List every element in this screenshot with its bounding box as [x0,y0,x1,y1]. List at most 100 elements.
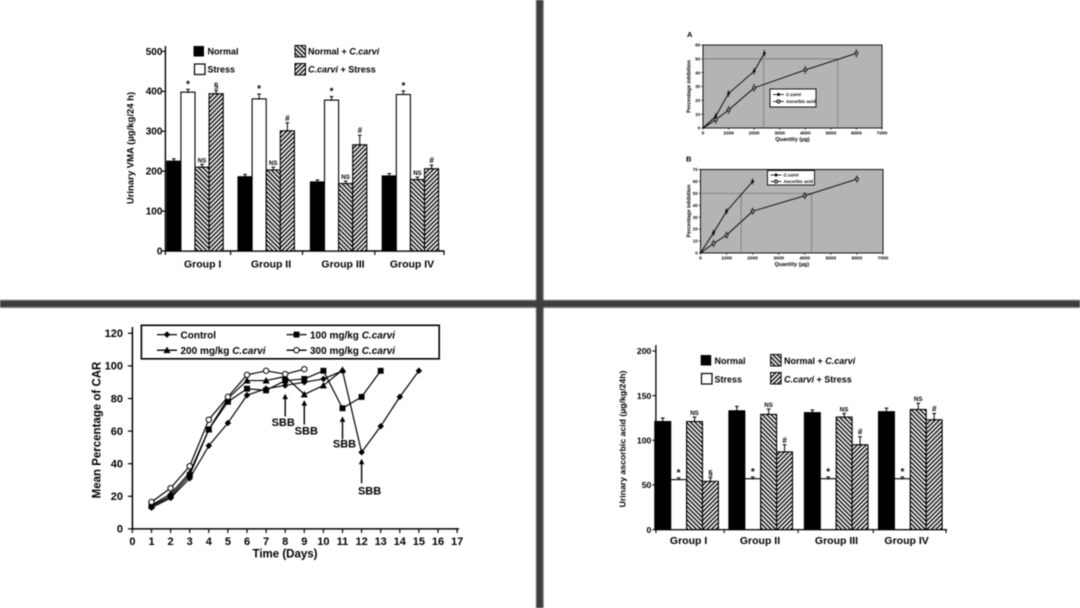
svg-text:2000: 2000 [747,255,758,261]
svg-text:0: 0 [702,130,705,136]
svg-text:Group IV: Group IV [884,535,928,547]
svg-text:10: 10 [693,239,698,244]
svg-text:80: 80 [111,393,123,405]
svg-text:#: # [285,114,290,123]
svg-text:1000: 1000 [721,255,732,261]
svg-text:#: # [932,405,937,414]
svg-text:300 mg/kg C.carvi: 300 mg/kg C.carvi [310,346,395,357]
svg-text:*: * [900,467,904,478]
svg-text:6: 6 [244,536,250,548]
svg-text:Group I: Group I [184,259,221,271]
svg-text:17: 17 [451,536,463,548]
svg-text:15: 15 [413,536,425,548]
svg-text:500: 500 [146,47,163,58]
svg-text:120: 120 [105,328,123,340]
svg-text:C.carvi: C.carvi [786,92,802,97]
svg-text:Group II: Group II [251,259,291,271]
svg-text:70: 70 [693,167,698,172]
svg-text:14: 14 [394,536,407,548]
svg-text:Group I: Group I [670,535,707,547]
svg-text:Normal + C.carvi: Normal + C.carvi [784,356,856,366]
svg-text:0: 0 [695,251,698,256]
svg-text:8: 8 [282,536,288,548]
svg-text:2000: 2000 [749,130,760,136]
svg-text:60: 60 [693,179,698,184]
svg-text:*: * [330,87,334,98]
svg-text:60: 60 [695,43,700,48]
svg-text:SBB: SBB [333,438,356,450]
svg-text:*: * [751,467,755,478]
svg-text:Control: Control [181,330,217,341]
svg-text:0: 0 [698,126,701,131]
svg-text:0: 0 [129,536,135,548]
svg-text:5000: 5000 [826,255,837,261]
svg-text:1: 1 [148,536,154,548]
svg-text:Group III: Group III [321,259,364,271]
svg-text:20: 20 [693,227,698,232]
svg-text:*: * [257,84,261,95]
svg-text:200: 200 [637,346,652,356]
svg-text:150: 150 [637,391,652,401]
svg-text:*: * [186,79,190,90]
svg-text:Time (Days): Time (Days) [253,549,318,561]
svg-text:NS: NS [914,396,923,403]
svg-text:6000: 6000 [852,255,863,261]
svg-text:§: § [708,469,713,478]
svg-text:100: 100 [146,207,163,218]
svg-text:30: 30 [693,215,698,220]
svg-text:3000: 3000 [774,130,785,136]
svg-text:NS: NS [764,402,773,409]
svg-text:SBB: SBB [295,425,318,437]
svg-text:NS: NS [690,410,699,417]
svg-text:100: 100 [105,361,123,373]
svg-text:200 mg/kg C.carvi: 200 mg/kg C.carvi [181,346,266,357]
svg-text:1000: 1000 [723,130,734,136]
svg-text:40: 40 [111,459,123,471]
svg-text:C.carvi + Stress: C.carvi + Stress [308,65,376,75]
svg-text:Group II: Group II [740,535,780,547]
svg-text:NS: NS [840,407,849,414]
svg-text:12: 12 [355,536,367,548]
svg-text:Stress: Stress [715,374,743,384]
svg-text:7000: 7000 [878,255,889,261]
svg-text:10: 10 [317,536,329,548]
svg-text:400: 400 [146,87,163,98]
svg-text:0: 0 [699,255,702,261]
svg-text:Ascorbic acid: Ascorbic acid [784,179,814,184]
svg-text:SBB: SBB [358,486,381,498]
svg-text:9: 9 [301,536,307,548]
svg-text:10: 10 [695,112,700,117]
svg-text:0: 0 [117,524,123,536]
svg-text:NS: NS [341,174,350,181]
svg-text:B: B [686,155,692,164]
svg-text:#: # [429,156,434,165]
svg-text:5: 5 [225,536,231,548]
svg-text:Mean Percentage of CAR: Mean Percentage of CAR [92,361,104,498]
svg-text:*: * [401,81,405,92]
svg-text:Normal + C.carvi: Normal + C.carvi [308,47,380,57]
svg-text:#: # [858,428,863,437]
svg-text:13: 13 [375,536,387,548]
svg-text:0: 0 [647,525,652,535]
svg-text:4000: 4000 [799,255,810,261]
svg-text:50: 50 [642,480,652,490]
svg-text:20: 20 [111,491,123,503]
svg-text:Ascorbic acid: Ascorbic acid [786,99,816,104]
svg-text:SBB: SBB [272,417,295,429]
svg-text:100 mg/kg C.carvi: 100 mg/kg C.carvi [310,330,395,341]
svg-text:Quantity (µg): Quantity (µg) [774,262,809,268]
svg-text:300: 300 [146,127,163,138]
svg-text:#: # [782,436,787,445]
svg-text:4: 4 [206,536,213,548]
svg-text:Quantity (µg): Quantity (µg) [775,137,810,143]
svg-text:20: 20 [695,98,700,103]
svg-text:200: 200 [146,167,163,178]
svg-text:§: § [214,82,219,91]
svg-text:Urinary ascorbic acid (µg/kg/2: Urinary ascorbic acid (µg/kg/24h) [618,370,628,507]
svg-text:40: 40 [693,203,698,208]
svg-text:Group IV: Group IV [390,259,434,271]
svg-text:Stress: Stress [208,65,236,75]
svg-text:NS: NS [413,170,422,177]
svg-text:3: 3 [187,536,193,548]
svg-text:100: 100 [637,436,652,446]
